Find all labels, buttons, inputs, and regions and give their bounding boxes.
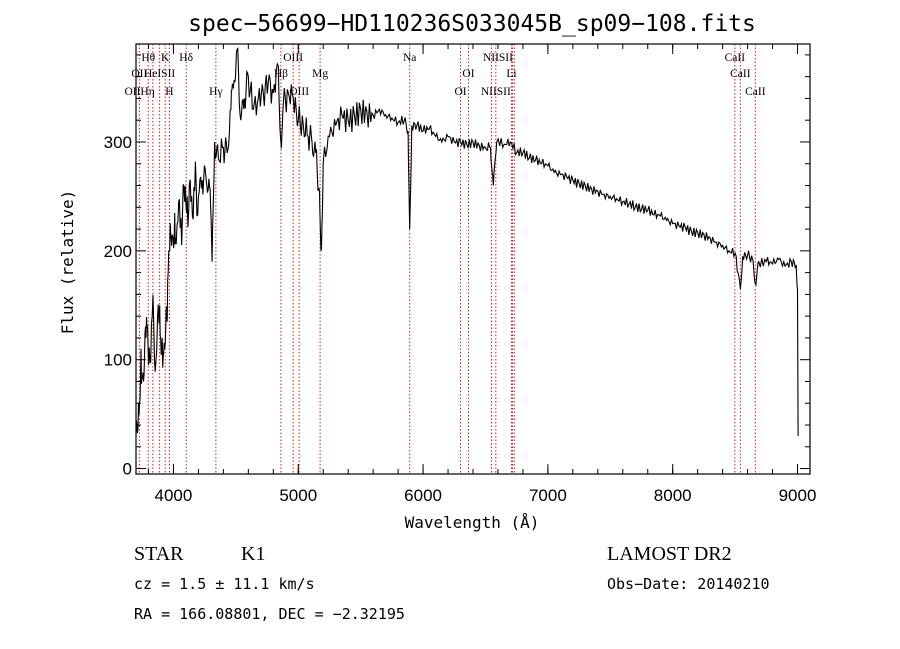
line-label: Mg: [312, 68, 328, 80]
x-tick-label: 5000: [279, 486, 317, 505]
line-label: NIISII: [483, 52, 513, 64]
y-tick-label: 0: [123, 460, 132, 479]
line-label: CaII: [745, 86, 766, 98]
line-label: OI: [454, 86, 466, 98]
y-axis-label: Flux (relative): [58, 190, 77, 335]
y-tick-label: 100: [104, 351, 132, 370]
x-tick-label: 6000: [404, 486, 442, 505]
x-tick-label: 8000: [654, 486, 692, 505]
y-tick-label: 300: [104, 133, 132, 152]
object-class: STAR: [134, 543, 184, 565]
line-label: OIII: [283, 52, 303, 64]
obs-date: Obs−Date: 20140210: [607, 575, 770, 593]
x-tick-label: 7000: [529, 486, 567, 505]
line-label: HeISII: [144, 68, 175, 80]
line-label: Na: [403, 52, 416, 64]
line-label: Hθ: [141, 52, 155, 64]
x-axis-label: Wavelength (Å): [405, 513, 540, 532]
line-label: NIISII: [481, 86, 511, 98]
line-label: OIIHη: [124, 86, 154, 98]
line-label: Hδ: [179, 52, 193, 64]
x-tick-label: 9000: [779, 486, 817, 505]
survey-name: LAMOST DR2: [607, 543, 732, 565]
line-markers: [138, 44, 756, 474]
line-label: CaII: [725, 52, 746, 64]
object-subclass: K1: [241, 543, 265, 565]
redshift-readout: cz = 1.5 ± 11.1 km/s: [134, 575, 315, 593]
line-label: Hγ: [209, 86, 222, 98]
plot-frame: [135, 43, 811, 475]
coordinates: RA = 166.08801, DEC = −2.32195: [134, 605, 405, 623]
y-tick-label: 200: [104, 242, 132, 261]
chart-title: spec−56699−HD110236S033045B_sp09−108.fit…: [188, 11, 756, 37]
line-label: H: [165, 86, 173, 98]
x-tick-label: 4000: [155, 486, 193, 505]
line-label: K: [161, 52, 170, 64]
line-label: CaII: [730, 68, 751, 80]
line-label: Li: [506, 68, 516, 80]
line-label: Hβ: [274, 68, 288, 80]
axis-ticks: 4000 5000 6000 7000 8000 9000 0 100 200 300: [104, 44, 817, 505]
spectrum-line: [135, 46, 799, 436]
line-label: OIII: [289, 86, 309, 98]
line-label: OI: [462, 68, 474, 80]
